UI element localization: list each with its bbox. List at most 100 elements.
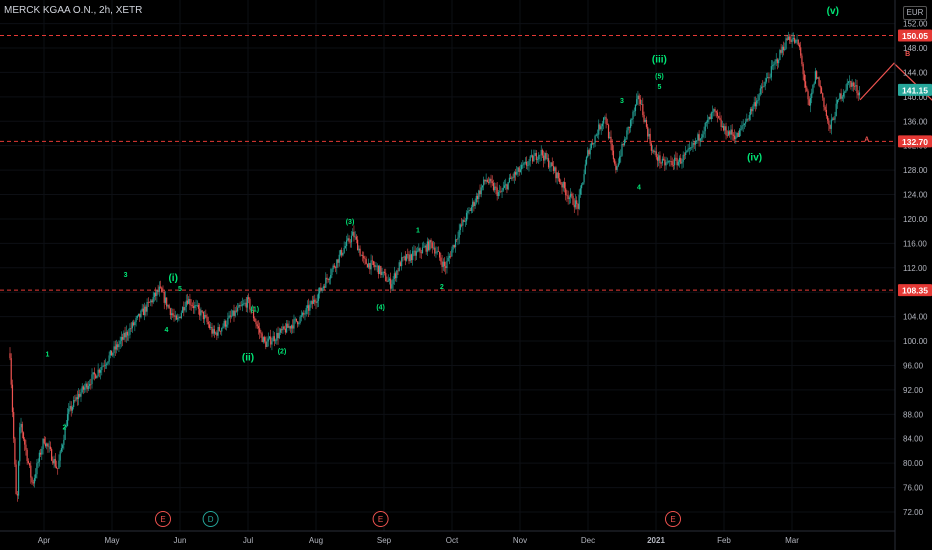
dividend-marker[interactable] <box>202 511 219 527</box>
candle-body <box>363 256 365 259</box>
price-level-badge-bg <box>898 135 932 148</box>
time-axis[interactable]: Apr May Jun Jul Aug Sep Oct Nov Dec 2021 Feb Mar <box>0 530 895 545</box>
candle-body <box>655 151 657 158</box>
wave-label: 5 <box>657 84 661 91</box>
candle-body <box>544 153 546 161</box>
candle-body <box>618 156 621 164</box>
candle-body <box>686 150 688 153</box>
candle-body <box>545 153 547 159</box>
candle-body <box>101 366 103 371</box>
candle-body <box>122 336 124 340</box>
candle-body <box>183 307 185 311</box>
candle-body <box>677 161 679 166</box>
wave-label: 3 <box>124 272 128 279</box>
candle-body <box>405 254 408 261</box>
dividend-marker-label: D <box>208 515 214 524</box>
candle-body <box>284 328 286 333</box>
candle-body <box>70 405 72 411</box>
candle-body <box>800 47 802 56</box>
candle-body <box>365 259 367 265</box>
candle-body <box>707 119 709 123</box>
wave-label: 4 <box>637 185 641 192</box>
candle-body <box>249 298 251 310</box>
candle-body <box>217 327 219 336</box>
candle-body <box>76 397 78 400</box>
candle-body <box>780 50 782 53</box>
candle-body <box>339 250 342 255</box>
candle-body <box>353 231 355 238</box>
candle-body <box>71 407 74 411</box>
candle-body <box>747 118 749 120</box>
candle-body <box>141 308 143 311</box>
candle-body <box>588 150 590 155</box>
price-tick-label: 144.00 <box>903 68 928 77</box>
candle-body <box>590 143 592 149</box>
candle-body <box>328 278 331 280</box>
candle-body <box>222 326 224 329</box>
candle-body <box>494 186 496 191</box>
candle-body <box>726 135 728 136</box>
wave-label: (5) <box>655 74 664 81</box>
candle-body <box>824 106 826 110</box>
candle-body <box>120 336 122 341</box>
candle-body <box>812 84 814 93</box>
price-axis[interactable]: 72.00 76.00 80.00 84.00 88.00 92.00 96.00 100.0… <box>894 0 928 550</box>
abc-projection <box>859 62 932 101</box>
candle-body <box>219 330 222 332</box>
candle-body <box>213 329 216 334</box>
candle-body <box>162 291 164 293</box>
candle-body <box>500 191 502 193</box>
candle-body <box>193 306 195 309</box>
time-tick-label: Jun <box>174 536 187 545</box>
candle-body <box>678 157 681 162</box>
candle-body <box>838 99 840 100</box>
candle-body <box>301 312 304 316</box>
candle-body <box>593 142 595 145</box>
candle-body <box>200 310 202 316</box>
time-tick-label: Feb <box>717 536 731 545</box>
candle-body <box>689 147 692 149</box>
earnings-marker[interactable] <box>155 511 171 527</box>
currency-button[interactable]: EUR <box>903 6 927 20</box>
candle-body <box>17 461 20 496</box>
candle-body <box>102 365 104 367</box>
candle-body <box>366 264 369 268</box>
candle-body <box>244 302 246 304</box>
candle-body <box>202 311 204 320</box>
candle-body <box>802 64 804 75</box>
candle-body <box>223 320 225 327</box>
event-markers[interactable]: EDEEE <box>155 511 932 527</box>
candle-body <box>672 165 675 166</box>
candle-body <box>480 187 482 195</box>
candle-body <box>688 147 690 149</box>
candle-body <box>194 305 196 309</box>
earnings-marker[interactable] <box>665 511 681 527</box>
candle-body <box>435 252 437 254</box>
candle-body <box>151 300 153 303</box>
candle-body <box>52 460 54 464</box>
price-level-badge-bg <box>898 284 932 297</box>
candle-body <box>771 65 774 67</box>
candle-body <box>687 148 689 151</box>
candle-body <box>778 60 780 64</box>
candle-body <box>571 193 573 196</box>
candle-body <box>450 256 452 257</box>
wave-label: (i) <box>168 273 177 284</box>
candle-body <box>585 157 588 165</box>
candle-body <box>798 44 801 48</box>
earnings-marker[interactable] <box>372 511 389 527</box>
candle-body <box>90 384 92 385</box>
candle-body <box>126 331 129 336</box>
candle-body <box>718 116 720 118</box>
candle-body <box>323 286 326 288</box>
candle-body <box>371 260 373 262</box>
candle-body <box>514 172 517 175</box>
candle-body <box>828 120 830 126</box>
candle-body <box>380 266 382 276</box>
candle-body <box>858 92 861 96</box>
candle-body <box>181 307 184 313</box>
candle-body <box>358 248 360 251</box>
candle-body <box>436 251 438 253</box>
candle-body <box>360 255 362 256</box>
